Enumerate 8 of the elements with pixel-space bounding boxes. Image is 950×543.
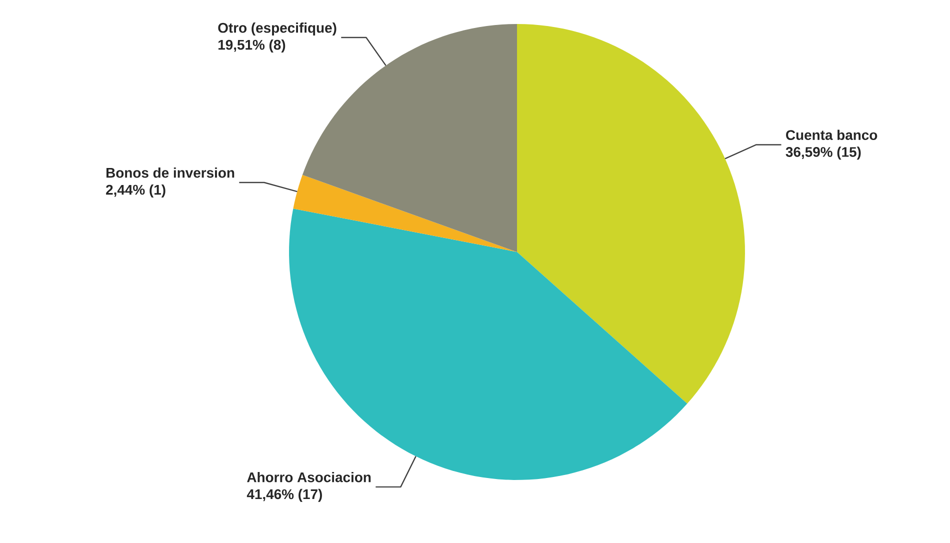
slice-label: Otro (especifique) [218, 22, 336, 36]
data-label: 41,46% (17) [246, 488, 322, 502]
data-label: 2,44% (1) [106, 184, 166, 198]
slice-label: Bonos de inversion [106, 168, 234, 178]
slice-label: Cuenta banco [786, 130, 878, 140]
data-label: 36,59% (15) [786, 146, 861, 160]
slice-label: Ahorro Asociacion [247, 472, 371, 482]
data-label: 19,51% (8) [218, 39, 286, 52]
